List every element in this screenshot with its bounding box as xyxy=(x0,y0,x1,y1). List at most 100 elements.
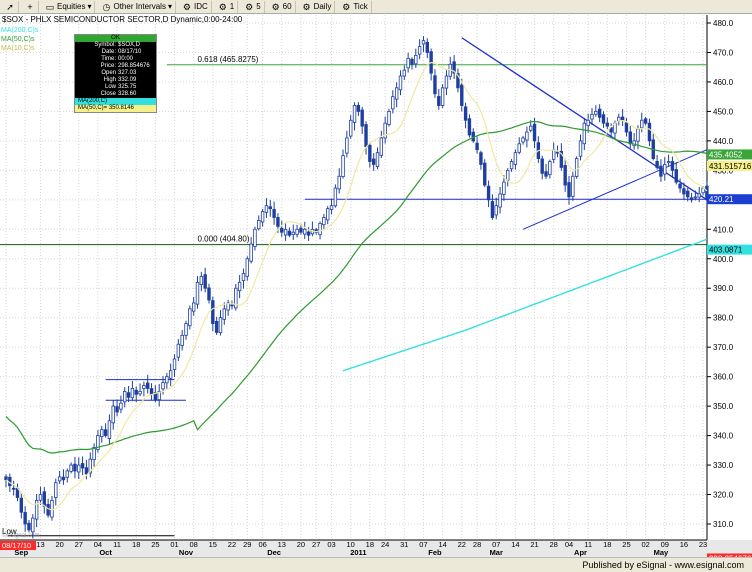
candle-body xyxy=(107,420,112,439)
candle-body xyxy=(322,217,326,226)
ma200-label: MA(200,C)s xyxy=(1,27,39,34)
interval-button-60[interactable]: ⚙ 60 xyxy=(268,0,296,13)
cursor-tool-button[interactable]: ➚ xyxy=(2,0,19,13)
candle-body xyxy=(391,96,395,110)
candle-body xyxy=(84,467,89,475)
data-window-key: Date: xyxy=(101,49,116,55)
ma200-line xyxy=(342,238,708,372)
interval-button-tick[interactable]: ⚙ Tick xyxy=(338,0,372,13)
month-label: Mar xyxy=(490,548,503,557)
candle-body xyxy=(567,182,571,198)
data-window-value: 325.75 xyxy=(118,84,137,90)
x-tick-label: 14 xyxy=(511,540,519,549)
candle-body xyxy=(268,206,272,210)
crosshair-tool-button[interactable]: + xyxy=(22,0,39,13)
candle-body xyxy=(571,175,575,197)
x-tick-label: 21 xyxy=(530,540,538,549)
gear-icon: ⚙ xyxy=(182,1,191,12)
price-tag-label: 431.515716 xyxy=(709,162,752,171)
candle-body xyxy=(498,193,502,208)
data-window-key: Close xyxy=(100,91,116,97)
candle-body xyxy=(417,46,422,55)
candle-body xyxy=(582,122,587,145)
price-tag-label: 420.21 xyxy=(709,195,734,204)
candle-body xyxy=(115,406,119,413)
candle-body xyxy=(123,390,127,403)
candle-body xyxy=(525,131,529,141)
y-tick-label: 310.0 xyxy=(713,520,734,529)
gear-icon: ⚙ xyxy=(342,1,351,12)
candle-body xyxy=(421,40,426,45)
interval-button-1[interactable]: ⚙ 1 xyxy=(215,0,239,13)
candle-body xyxy=(490,201,495,218)
candle-body xyxy=(559,150,564,168)
interval-idc-label: IDC xyxy=(193,2,208,11)
candle-body xyxy=(479,152,483,165)
data-window-header: OK xyxy=(75,35,156,42)
x-tick-label: 11 xyxy=(584,540,592,549)
interval-daily-label: Daily xyxy=(313,2,332,11)
month-label: Sep xyxy=(14,548,28,557)
candle-body xyxy=(620,116,625,121)
data-window-key: Time: xyxy=(101,56,116,62)
data-window-value: 298.854676 xyxy=(118,63,150,69)
x-tick-label: 28 xyxy=(550,540,558,549)
candle-body xyxy=(494,205,498,216)
data-window-value: 328.60 xyxy=(118,91,137,97)
x-tick-label: 03 xyxy=(327,540,335,549)
candle-body xyxy=(226,302,230,311)
price-chart[interactable]: 0.618 (465.8275)0.000 (404.80)Low©eSigna… xyxy=(0,15,752,557)
candle-body xyxy=(234,287,238,309)
candle-body xyxy=(92,446,96,461)
x-tick-label: 14 xyxy=(438,540,446,549)
interval-button-5[interactable]: ⚙ 5 xyxy=(241,0,265,13)
candle-body xyxy=(509,161,514,170)
candle-body xyxy=(241,273,246,281)
candle-body xyxy=(348,119,353,137)
cursor-data-window[interactable]: OK Symbol: $SOX,D Date: 08/17/10 Time: 00:00 P… xyxy=(74,34,157,113)
candle-body xyxy=(23,512,27,525)
candle-body xyxy=(540,158,544,174)
x-tick-label: 29 xyxy=(243,540,251,549)
footer-bar: Published by eSignal - www.esignal.com xyxy=(0,557,752,572)
interval-button-daily[interactable]: ⚙ Daily xyxy=(299,0,336,13)
candle-body xyxy=(337,175,341,190)
month-label: Apr xyxy=(574,548,587,557)
price-tag xyxy=(707,160,752,171)
candle-body xyxy=(578,140,583,157)
candle-body xyxy=(463,106,468,121)
data-window-ma200: MA(200,C) xyxy=(75,98,156,105)
candle-body xyxy=(368,144,372,162)
candle-body xyxy=(352,105,357,123)
price-tag xyxy=(707,553,752,557)
candle-body xyxy=(360,109,364,127)
candle-body xyxy=(180,334,184,346)
candle-body xyxy=(643,118,648,124)
candle-body xyxy=(394,87,399,100)
x-tick-label: 10 xyxy=(347,540,355,549)
candle-body xyxy=(341,155,345,177)
candle-body xyxy=(440,87,445,106)
candle-body xyxy=(157,390,161,401)
candle-body xyxy=(73,463,77,472)
x-tick-label: 20 xyxy=(297,540,305,549)
candle-body xyxy=(214,321,219,333)
data-window-key: High xyxy=(103,77,116,83)
candle-body xyxy=(697,193,701,198)
candle-body xyxy=(50,500,54,518)
chevron-down-icon: ▾ xyxy=(167,2,172,11)
x-tick-label: 20 xyxy=(55,540,63,549)
candle-body xyxy=(655,160,659,168)
x-tick-label: 25 xyxy=(622,540,630,549)
candle-body xyxy=(647,122,652,142)
time-axis-area[interactable] xyxy=(0,540,752,557)
other-intervals-menu[interactable]: ◷ Other Intervals ▾ xyxy=(98,0,176,13)
equities-menu[interactable]: ▭ Equities ▾ xyxy=(42,0,96,13)
price-axis-area[interactable] xyxy=(707,15,752,540)
candle-body xyxy=(291,231,295,236)
data-window-key: Low xyxy=(104,84,116,90)
candle-body xyxy=(249,243,253,262)
interval-tick-label: Tick xyxy=(353,2,368,11)
candle-body xyxy=(69,464,73,472)
interval-button-idc[interactable]: ⚙ IDC xyxy=(179,0,212,13)
